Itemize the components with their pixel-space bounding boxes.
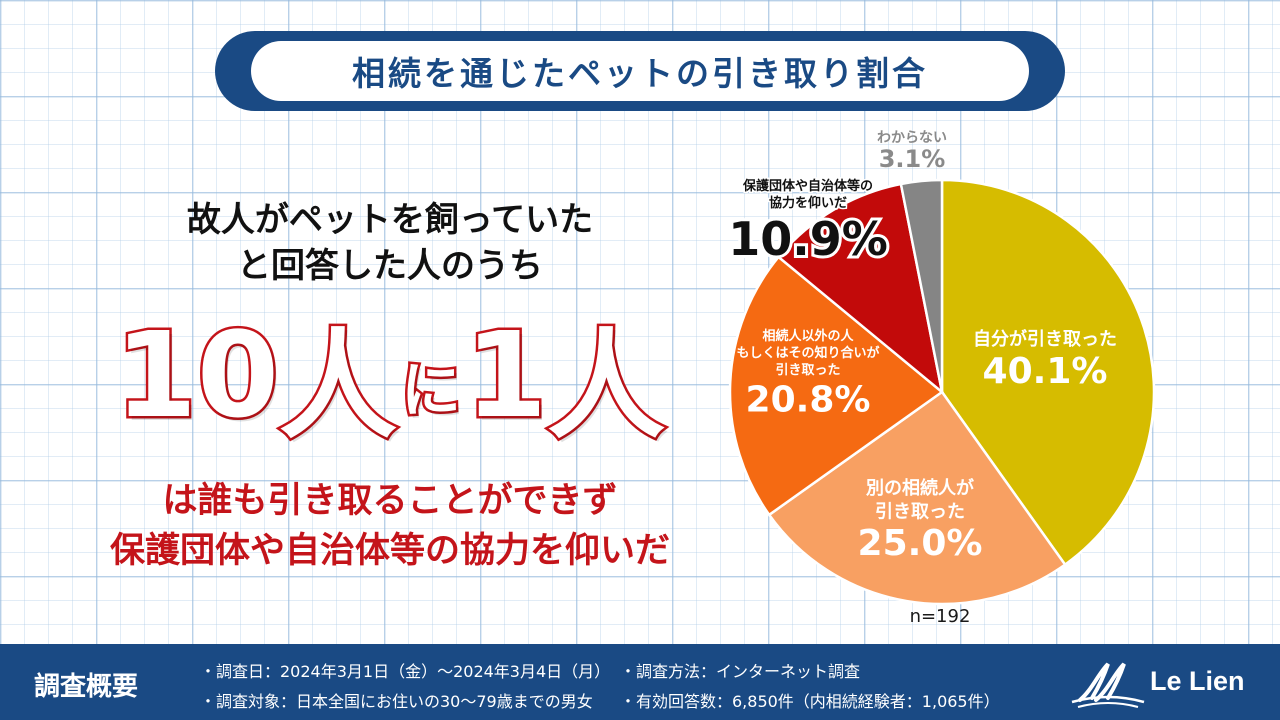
pie-value-3: 10.9%	[728, 212, 888, 266]
logo-text: Le Lien	[1150, 666, 1245, 696]
pie-slice-4	[899, 178, 944, 393]
survey-method: ・調査方法：インターネット調査	[620, 662, 861, 681]
pie-label-line-1-0: 別の相続人が	[866, 477, 974, 499]
title-banner: 相続を通じたペットの引き取り割合	[215, 31, 1065, 111]
pie-value-2: 20.8%	[746, 380, 871, 421]
lead-line-1: 故人がペットを飼っていた	[186, 200, 594, 240]
highlight-ratio: 10 人 に 1 人	[60, 300, 720, 458]
survey-date: ・調査日：2024年3月1日（金）～2024年3月4日（月）	[200, 662, 611, 681]
pie-label-line-3-0: 保護団体や自治体等の	[742, 178, 873, 194]
pie-slice-1	[767, 390, 1067, 606]
pie-label-line-2-2: 引き取った	[775, 363, 840, 378]
highlight-num-1: 10	[112, 304, 281, 447]
conclusion-line-2: 保護団体や自治体等の協力を仰いだ	[109, 531, 670, 571]
page-title: 相続を通じたペットの引き取り割合	[251, 41, 1029, 101]
highlight-word-2: 人	[545, 314, 668, 457]
footer: 調査概要 ・調査日：2024年3月1日（金）～2024年3月4日（月） ・調査対…	[0, 644, 1280, 720]
pie-value-1: 25.0%	[858, 523, 983, 564]
lead-line-2: と回答した人のうち	[237, 246, 543, 286]
survey-target: ・調査対象：日本全国にお住いの30～79歳までの男女	[200, 692, 593, 711]
survey-responses: ・有効回答数：6,850件（内相続経験者：1,065件）	[620, 692, 1000, 711]
conclusion-line-1: は誰も引き取ることができず	[162, 481, 618, 521]
pie-label-line-3-1: 協力を仰いだ	[769, 195, 847, 211]
pie-slice-0	[940, 178, 1156, 567]
pie-slice-2	[728, 255, 945, 517]
pie-slice-3	[776, 182, 944, 396]
pie-label-line-1-1: 引き取った	[875, 501, 965, 522]
pie-label-line-2-0: 相続人以外の人	[762, 328, 854, 344]
pie-value-0: 40.1%	[983, 351, 1108, 392]
highlight-particle: に	[399, 353, 464, 428]
pie-label-line-2-1: もしくはその知り合いが	[736, 345, 879, 361]
pie-label-line-4-0: わからない	[877, 130, 947, 146]
logo-mark-icon	[1071, 662, 1145, 708]
highlight-num-2: 1	[463, 304, 550, 447]
highlight-word-1: 人	[277, 314, 400, 457]
pie-value-4: 3.1%	[879, 145, 946, 173]
le-lien-logo: Le Lien	[1068, 656, 1268, 712]
footer-heading: 調査概要	[34, 672, 139, 702]
sample-size-label: n=192	[910, 606, 971, 627]
pie-label-line-0-0: 自分が引き取った	[973, 328, 1117, 350]
